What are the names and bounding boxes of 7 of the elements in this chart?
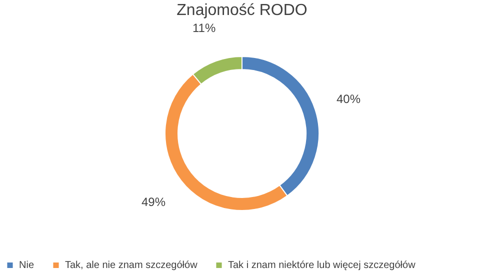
legend-label: Nie [19, 260, 34, 272]
legend-label: Tak i znam niektóre lub więcej szczegółów [228, 260, 416, 272]
chart-title: Znajomość RODO [176, 2, 308, 20]
data-label: 49% [141, 195, 166, 210]
legend-label: Tak, ale nie znam szczegółów [65, 260, 198, 272]
data-label: 11% [192, 21, 216, 36]
data-label: 40% [336, 92, 361, 106]
